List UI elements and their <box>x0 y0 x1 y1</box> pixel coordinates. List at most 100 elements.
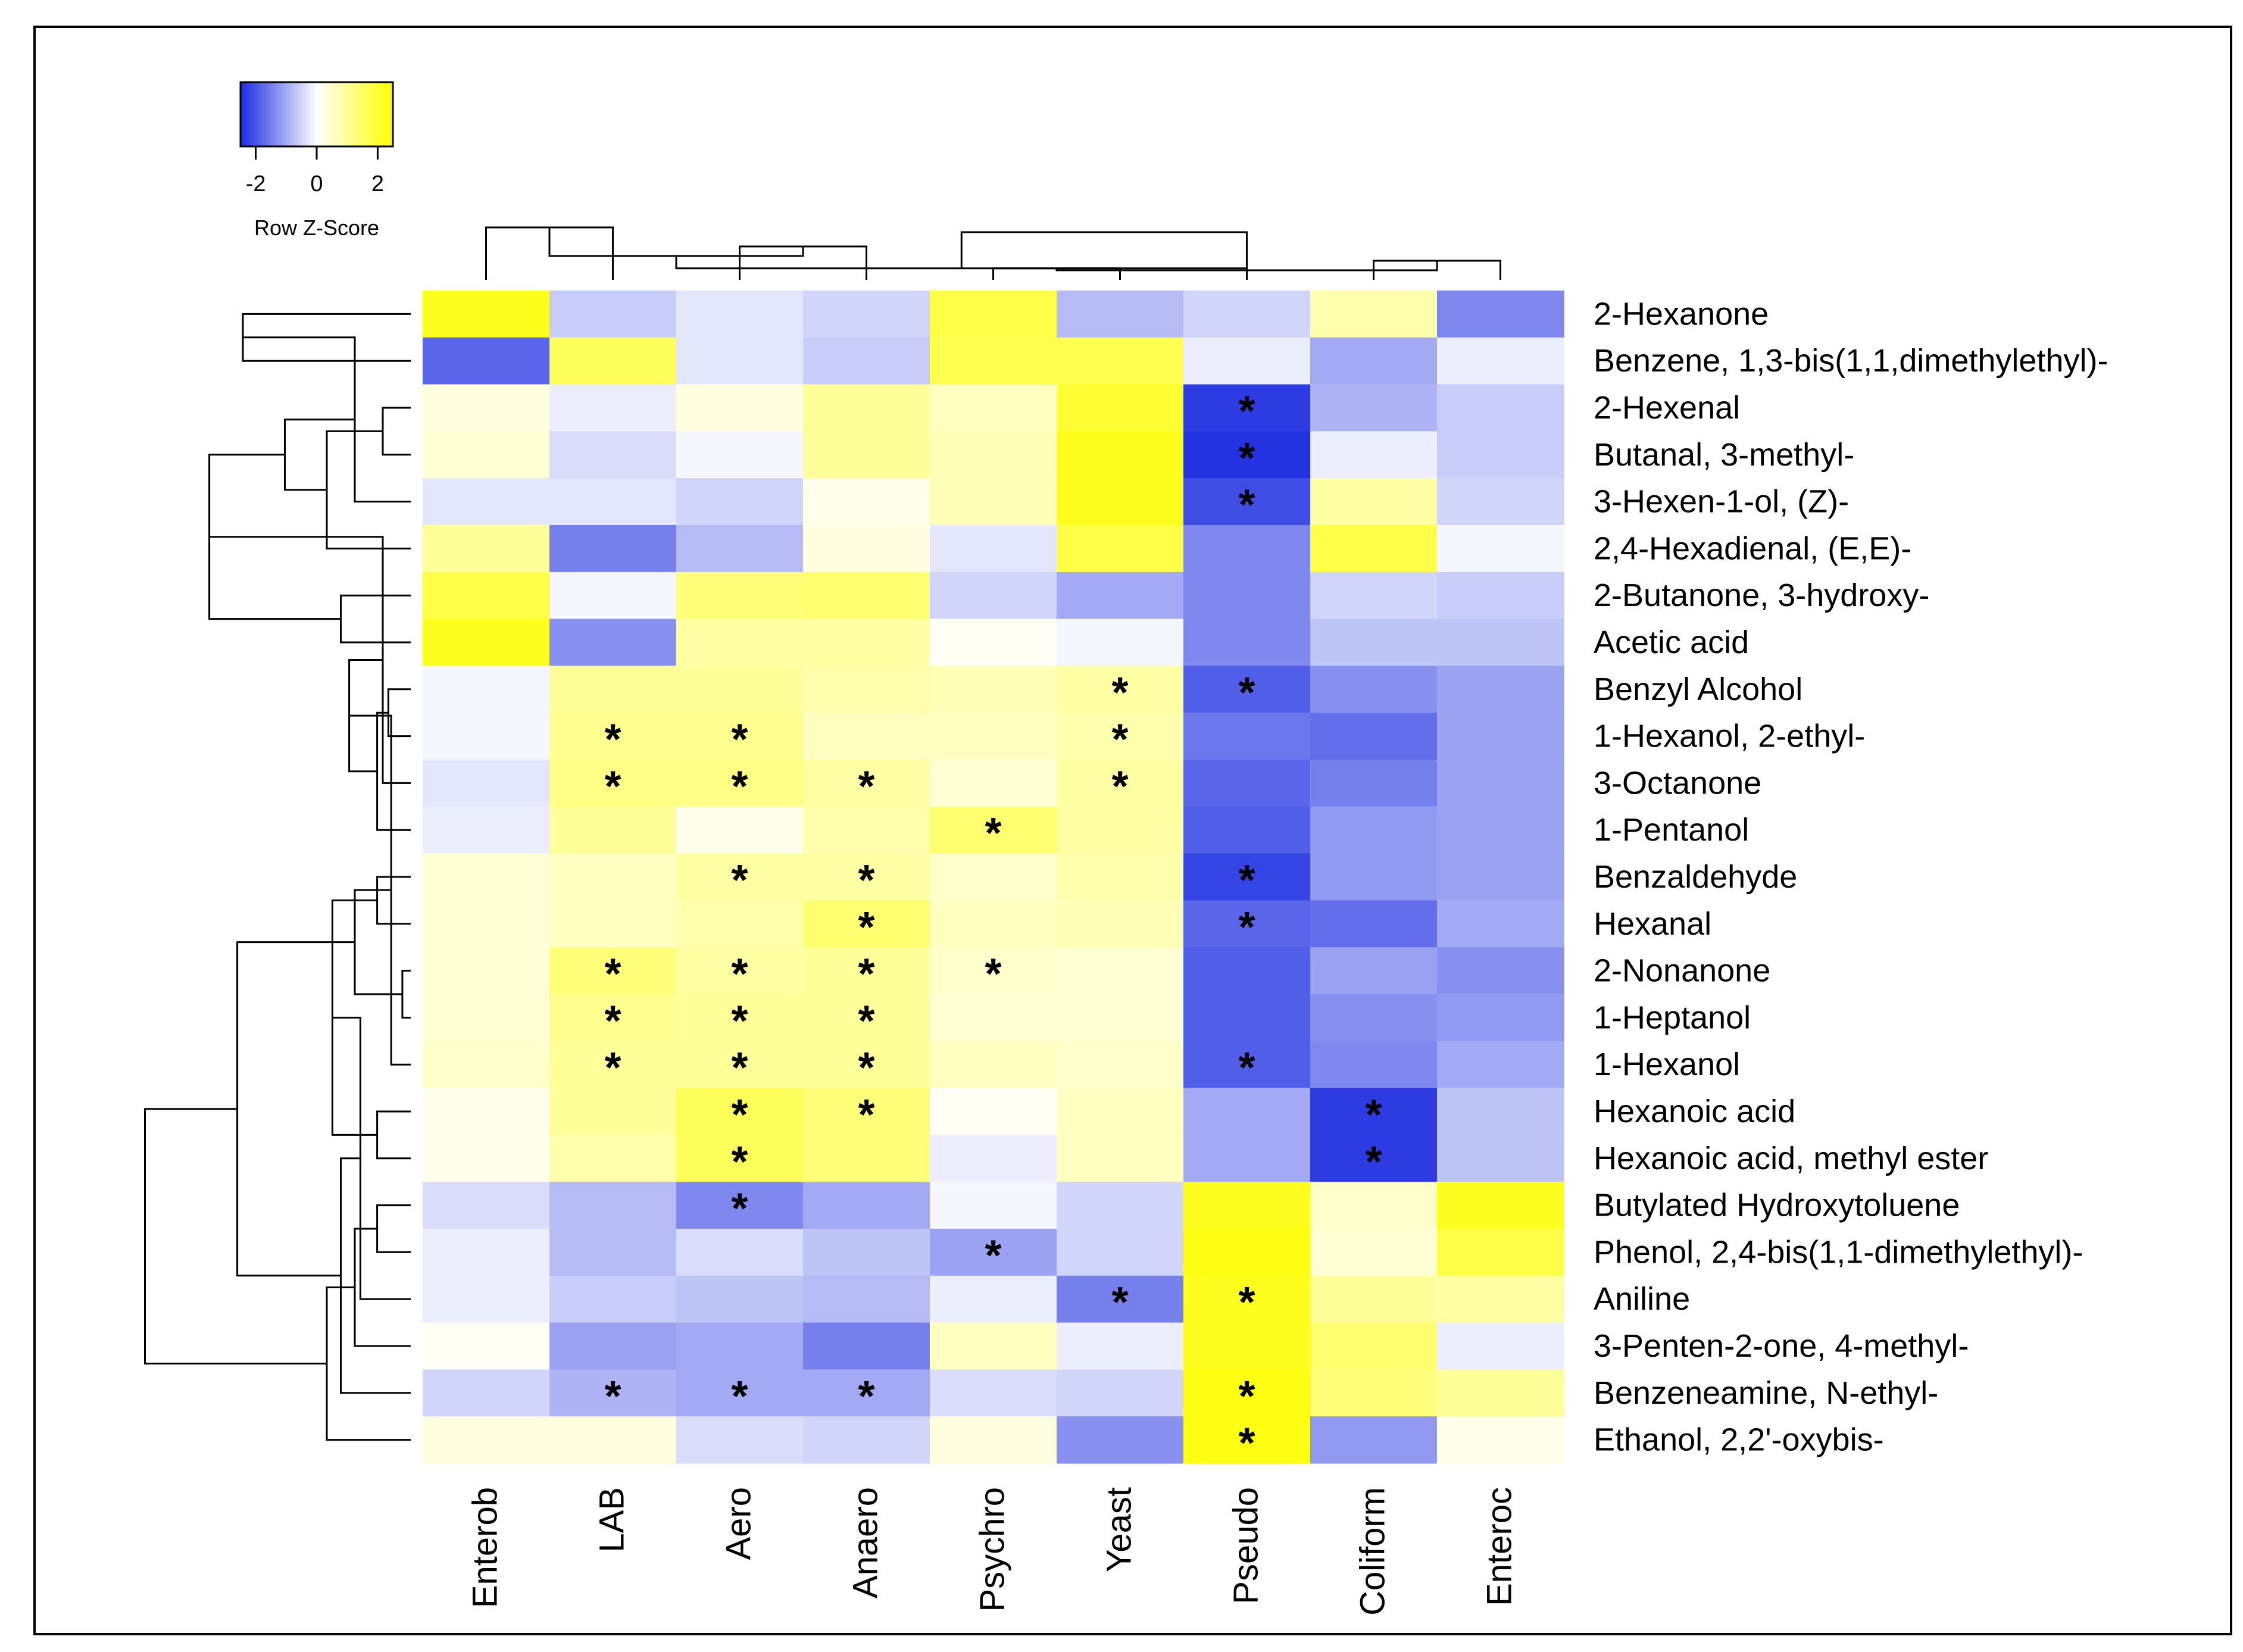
dendrogram-branch <box>144 1108 327 1365</box>
heatmap-cell <box>1057 478 1184 526</box>
column-label: Enteroc <box>1480 1487 1519 1606</box>
heatmap-cell <box>549 291 677 338</box>
column-label: Yeast <box>1100 1487 1139 1572</box>
heatmap-cell <box>549 666 677 713</box>
heatmap-cell <box>930 1416 1057 1464</box>
heatmap-cell <box>549 1322 677 1370</box>
heatmap-cell <box>930 384 1057 432</box>
heatmap-cell <box>1310 666 1438 713</box>
heatmap-cell <box>1057 619 1184 666</box>
heatmap-cell <box>1057 431 1184 479</box>
heatmap-cell <box>1183 1229 1311 1276</box>
heatmap-cell <box>803 1135 930 1182</box>
heatmap-cell <box>930 1229 1057 1276</box>
row-label: Butanal, 3-methyl- <box>1594 437 1854 473</box>
heatmap-cell <box>1310 806 1438 854</box>
heatmap-cell <box>423 1229 550 1276</box>
heatmap-cell <box>423 1088 550 1135</box>
row-label: Butylated Hydroxytoluene <box>1594 1188 1960 1223</box>
heatmap-cell <box>676 291 804 338</box>
row-label: Aniline <box>1594 1281 1690 1317</box>
heatmap-cell <box>1437 1182 1564 1229</box>
row-label: 2-Butanone, 3-hydroxy- <box>1594 577 1929 613</box>
heatmap-cell <box>1057 900 1184 948</box>
heatmap-cell <box>1310 1041 1438 1089</box>
significance-star: * <box>1111 669 1128 717</box>
heatmap-cell <box>1437 384 1564 432</box>
significance-markers: **** ** * ** * * *** * ** ** * * ** * ** * * ** * ** **** ** *… <box>604 388 1382 1467</box>
heatmap-cell <box>423 431 550 479</box>
heatmap-cell <box>1310 1416 1438 1464</box>
heatmap-cell <box>1183 337 1311 385</box>
heatmap-cell <box>1310 760 1438 807</box>
heatmap-cell <box>930 900 1057 948</box>
significance-star: * <box>858 763 874 810</box>
heatmap-cell <box>423 806 550 854</box>
heatmap-cell <box>1437 947 1564 995</box>
significance-star: * <box>604 1044 621 1092</box>
heatmap-cell <box>1310 478 1438 526</box>
significance-star: * <box>1238 857 1255 904</box>
significance-star: * <box>985 810 1001 857</box>
heatmap-cell <box>676 1135 804 1182</box>
heatmap-cell <box>423 1041 550 1089</box>
heatmap-cell <box>549 1369 677 1417</box>
color-key-tick-label: 0 <box>310 171 323 196</box>
heatmap-cell <box>423 619 550 666</box>
heatmap-cell <box>676 1182 804 1229</box>
heatmap-cell <box>676 666 804 713</box>
column-label: Enterob <box>466 1487 505 1608</box>
heatmap-cell <box>803 1369 930 1417</box>
heatmap-cell <box>1310 947 1438 995</box>
heatmap-cell <box>1310 337 1438 385</box>
heatmap-cell <box>1183 1088 1311 1135</box>
heatmap-cell <box>423 525 550 573</box>
row-label: Hexanoic acid <box>1594 1094 1795 1129</box>
row-label: Benzaldehyde <box>1594 859 1797 895</box>
row-label: Benzeneamine, N-ethyl- <box>1594 1375 1938 1411</box>
row-label: Benzyl Alcohol <box>1594 672 1802 707</box>
heatmap-cell <box>930 337 1057 385</box>
row-label: Ethanol, 2,2'-oxybis- <box>1594 1422 1884 1458</box>
heatmap-cell <box>423 1416 550 1464</box>
heatmap-cell <box>1310 1182 1438 1229</box>
significance-star: * <box>1238 435 1255 482</box>
heatmap-cell <box>803 900 930 948</box>
heatmap-cell <box>676 431 804 479</box>
heatmap-cell <box>676 337 804 385</box>
heatmap-cell <box>1183 384 1311 432</box>
row-label: 1-Hexanol, 2-ethyl- <box>1594 719 1865 754</box>
heatmap-cell <box>1057 384 1184 432</box>
heatmap-cell <box>1437 1041 1564 1089</box>
significance-star: * <box>1238 482 1255 529</box>
color-key-gradient <box>239 81 394 148</box>
significance-star: * <box>604 716 621 764</box>
heatmap-cell <box>930 572 1057 620</box>
heatmap-cell <box>1057 1229 1184 1276</box>
heatmap-cell <box>1183 666 1311 713</box>
heatmap-cell <box>1057 713 1184 760</box>
heatmap-cell <box>676 1275 804 1323</box>
heatmap-cell <box>1183 1041 1311 1089</box>
heatmap-cell <box>1437 1322 1564 1370</box>
heatmap-cell <box>1183 291 1311 338</box>
heatmap-cell <box>676 713 804 760</box>
heatmap-cell <box>803 572 930 620</box>
heatmap-cell <box>676 806 804 854</box>
heatmap-cell <box>1310 853 1438 901</box>
heatmap-cell <box>1057 760 1184 807</box>
heatmap-cell <box>803 1416 930 1464</box>
significance-star: * <box>731 1044 748 1092</box>
significance-star: * <box>1111 763 1128 810</box>
heatmap-cell <box>1183 1135 1311 1182</box>
color-key-tick-label: 2 <box>371 171 384 196</box>
heatmap-cell <box>803 431 930 479</box>
heatmap-cell <box>803 713 930 760</box>
significance-star: * <box>858 951 874 998</box>
heatmap-cell <box>1437 1135 1564 1182</box>
heatmap-cell <box>1437 1275 1564 1323</box>
row-label: 3-Octanone <box>1594 765 1761 801</box>
row-label: 1-Heptanol <box>1594 1000 1751 1035</box>
heatmap-cell <box>803 384 930 432</box>
heatmap-cell <box>1310 1275 1438 1323</box>
